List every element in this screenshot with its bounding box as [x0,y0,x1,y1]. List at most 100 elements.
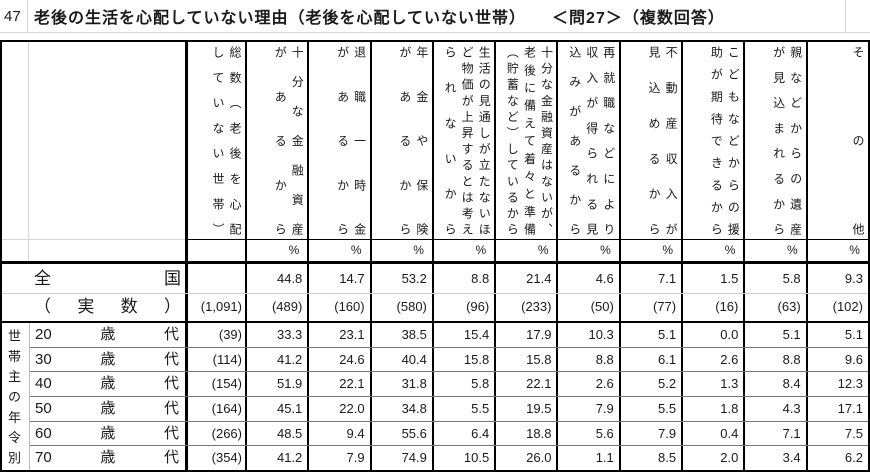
data-cell: (489) [245,294,307,321]
table-row-age-30: 30歳代 (114) 41.2 24.6 40.4 15.8 15.8 8.8 … [30,346,868,372]
data-cell: 9.6 [805,347,868,372]
table-row-counts: （実数） (1,091) (489) (160) (580) (96) (233… [2,294,868,323]
data-cell: 9.4 [307,421,369,446]
column-header-total: 総数（老後を心配 していない世帯） [185,42,245,239]
data-cell: 17.9 [494,323,556,347]
percent-cell: % [369,239,432,261]
data-cell: 53.2 [369,264,432,293]
gridline [28,42,29,239]
column-header-real-estate-income: 不動産収入が 見込めるから [618,42,681,239]
column-header-no-price-rise: 生活の見通しが立たないほ ど物価が上昇するとは考え られないから [431,42,494,239]
column-header-steady-preparation: 十分な金融資産はないが、 老後に備えて着々と準備 （貯蓄など）しているから [494,42,556,239]
column-header-pension-insurance: 年金や保険 があるから [369,42,432,239]
data-cell: 10.3 [556,323,618,347]
data-cell: 44.8 [245,264,307,293]
data-cell: 7.9 [556,397,618,421]
row-number: 47 [4,7,21,25]
data-cell: 41.2 [245,446,307,471]
data-cell: 22.1 [494,372,556,397]
age-group-label: 世帯主の年令別 [2,323,30,470]
row-label: 70歳代 [35,449,179,467]
column-header-inheritance: 親などからの遺産 が見込まれるから [743,42,805,239]
data-cell: 1.1 [556,446,618,471]
age-group-block: 世帯主の年令別 20歳代 (39) 33.3 23.1 38.5 15.4 17… [2,323,868,471]
data-cell: 1.5 [681,264,743,293]
data-cell: 7.1 [743,421,805,446]
column-header-reemployment-income: 再就職などにより 収入が得られる見 込みがあるから [556,42,618,239]
data-cell: 15.4 [431,323,494,347]
data-cell: 51.9 [245,372,307,397]
data-cell: 7.1 [618,264,681,293]
row-label: （実数） [34,297,181,316]
data-cell: 9.3 [805,264,868,293]
data-cell: 8.5 [618,446,681,471]
column-header-other: その他 [805,42,868,239]
data-cell: 15.8 [431,347,494,372]
data-cell [185,264,245,293]
data-cell: 15.8 [494,347,556,372]
data-cell: 6.4 [431,421,494,446]
data-cell: 5.8 [743,264,805,293]
data-cell: 40.4 [369,347,432,372]
data-cell: 7.5 [805,421,868,446]
row-number-cell: 47 [0,0,28,32]
data-cell: 41.2 [245,347,307,372]
data-cell: 23.1 [307,323,369,347]
header-row: 総数（老後を心配 していない世帯） 十分な金融資産 があるから 退職一時金 があ… [2,42,868,239]
page-title: 老後の生活を心配していない理由（老後を心配していない世帯） ＜問27＞（複数回答… [34,10,725,27]
percent-cell: % [431,239,495,261]
data-cell: (233) [494,294,556,321]
table-row-age-60: 60歳代 (266) 48.5 9.4 55.6 6.4 18.8 5.6 7.… [30,420,868,446]
data-cell: 7.9 [618,421,681,446]
data-cell: 2.6 [556,372,618,397]
data-cell: (114) [185,347,245,372]
table-row-age-50: 50歳代 (164) 45.1 22.0 34.8 5.5 19.5 7.9 5… [30,396,868,421]
column-header-financial-assets: 十分な金融資産 があるから [245,42,307,239]
data-cell: 1.8 [681,397,743,421]
data-cell: 1.3 [681,372,743,397]
table-row-age-70: 70歳代 (354) 41.2 7.9 74.9 10.5 26.0 1.1 8… [30,445,868,471]
row-label: 30歳代 [35,350,179,368]
data-cell: 22.0 [307,397,369,421]
data-cell: (96) [431,294,494,321]
data-cell: 38.5 [369,323,432,347]
title-gap [0,33,870,40]
data-cell: 5.5 [618,397,681,421]
data-cell: 5.1 [743,323,805,347]
age-rows: 20歳代 (39) 33.3 23.1 38.5 15.4 17.9 10.3 … [30,323,868,471]
data-cell: 6.1 [618,347,681,372]
percent-cell: % [681,239,744,261]
data-cell: 55.6 [369,421,432,446]
data-cell: 8.8 [431,264,494,293]
data-cell: 34.8 [369,397,432,421]
data-cell: 5.1 [805,323,868,347]
data-cell: (63) [743,294,805,321]
table-row-national: 全国 44.8 14.7 53.2 8.8 21.4 4.6 7.1 1.5 5… [2,264,868,294]
header-label-spacer [2,42,185,239]
data-cell: 10.5 [431,446,494,471]
data-cell: 33.3 [245,323,307,347]
data-cell: 26.0 [494,446,556,471]
percent-unit-row: % % % % % % % % % % [2,239,868,264]
percent-cell: % [245,239,308,261]
percent-cell-empty [185,239,245,261]
table-row-age-40: 40歳代 (154) 51.9 22.1 31.8 5.8 22.1 2.6 5… [30,371,868,397]
data-cell: 0.0 [681,323,743,347]
data-cell: 2.6 [681,347,743,372]
data-cell: 31.8 [369,372,432,397]
data-cell: (266) [185,421,245,446]
percent-cell: % [556,239,619,261]
data-cell: 74.9 [369,446,432,471]
title-end-cell [845,0,870,32]
row-label: 20歳代 [35,326,179,343]
percent-cell: % [743,239,806,261]
data-cell: 24.6 [307,347,369,372]
data-cell: (580) [369,294,432,321]
data-cell: (354) [185,446,245,471]
percent-cell: % [307,239,370,261]
data-cell: 5.1 [618,323,681,347]
data-cell: (39) [185,323,245,347]
data-cell: 14.7 [307,264,369,293]
data-cell: 19.5 [494,397,556,421]
